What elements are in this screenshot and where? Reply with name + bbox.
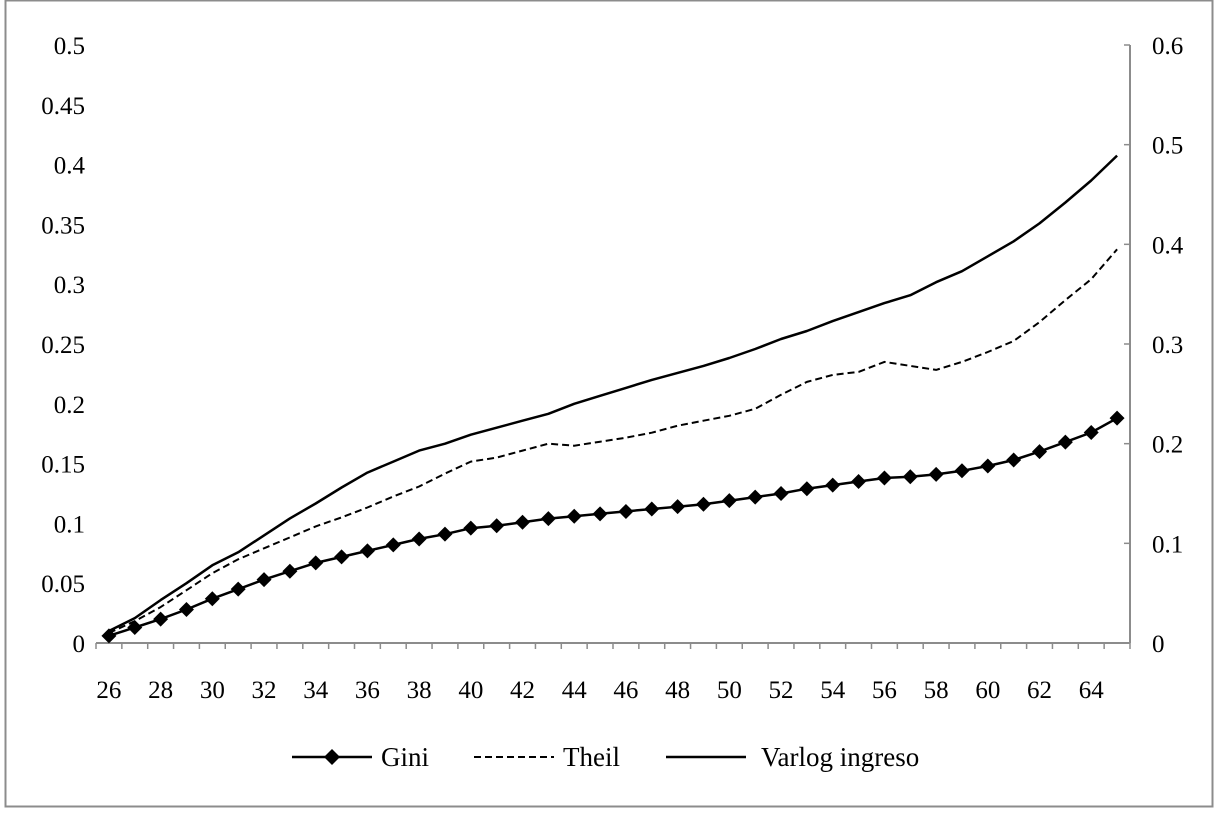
- x-tick-label: 48: [665, 677, 690, 704]
- x-tick-label: 42: [510, 677, 535, 704]
- x-tick-label: 30: [200, 677, 225, 704]
- series-line: [108, 154, 1118, 633]
- x-tick-label: 62: [1027, 677, 1052, 704]
- x-tick-label: 38: [407, 677, 432, 704]
- legend-label: Gini: [381, 742, 429, 772]
- data-point-marker: [644, 501, 660, 517]
- right-y-tick-label: 0.5: [1152, 133, 1183, 160]
- axes: 26 28 30 32 34 36 38 40 42 44 46 48 50 52 54 56 58 60 62 64…: [41, 33, 1184, 704]
- left-y-tick-label: 0.5: [54, 33, 85, 60]
- series-line: [108, 248, 1118, 634]
- data-point-marker: [799, 481, 815, 497]
- data-point-marker: [230, 581, 246, 597]
- data-point-marker: [670, 499, 686, 515]
- x-tick-label: 50: [717, 677, 742, 704]
- legend-item-theil: Theil: [474, 742, 620, 772]
- data-point-marker: [153, 611, 169, 627]
- data-point-marker: [1109, 410, 1125, 426]
- x-tick-label: 32: [252, 677, 277, 704]
- series-layer: [101, 154, 1125, 644]
- data-point-marker: [411, 531, 427, 547]
- legend-item-varlog-ingreso: Varlog ingreso: [666, 742, 919, 772]
- left-y-tick-label: 0.05: [41, 571, 85, 598]
- data-point-marker: [127, 619, 143, 635]
- left-y-tick-label: 0.15: [41, 452, 85, 479]
- x-tick-label: 40: [458, 677, 483, 704]
- x-tick-label: 58: [924, 677, 949, 704]
- data-point-marker: [721, 493, 737, 509]
- data-point-marker: [1006, 452, 1022, 468]
- x-tick-label: 36: [355, 677, 380, 704]
- right-y-tick-label: 0.3: [1152, 332, 1183, 359]
- legend-label: Theil: [563, 742, 620, 772]
- data-point-marker: [851, 474, 867, 490]
- data-point-marker: [515, 514, 531, 530]
- data-point-marker: [1057, 434, 1073, 450]
- data-point-marker: [928, 466, 944, 482]
- data-point-marker: [902, 469, 918, 485]
- data-point-marker: [1083, 425, 1099, 441]
- x-tick-label: 26: [96, 677, 121, 704]
- data-point-marker: [566, 508, 582, 524]
- chart-border: [4, 0, 1214, 808]
- data-point-marker: [489, 518, 505, 534]
- data-point-marker: [592, 506, 608, 522]
- data-point-marker: [540, 511, 556, 527]
- series-theil: [108, 248, 1118, 634]
- legend-marker: [324, 749, 340, 765]
- x-tick-label: 54: [820, 677, 846, 704]
- data-point-marker: [747, 489, 763, 505]
- data-point-marker: [359, 543, 375, 559]
- data-point-marker: [334, 549, 350, 565]
- data-point-marker: [282, 563, 298, 579]
- legend-label: Varlog ingreso: [761, 742, 919, 772]
- data-point-marker: [1032, 444, 1048, 460]
- right-y-tick-label: 0: [1152, 631, 1165, 658]
- x-tick-label: 64: [1079, 677, 1105, 704]
- data-point-marker: [463, 520, 479, 536]
- series-gini: [101, 410, 1125, 644]
- data-point-marker: [954, 463, 970, 479]
- x-tick-label: 60: [975, 677, 1000, 704]
- right-y-tick-label: 0.2: [1152, 432, 1183, 459]
- x-tick-label: 44: [562, 677, 588, 704]
- series-varlog-ingreso: [108, 154, 1118, 633]
- x-tick-label: 46: [613, 677, 638, 704]
- data-point-marker: [773, 486, 789, 501]
- left-y-tick-label: 0.45: [41, 93, 85, 120]
- series-line: [108, 417, 1118, 637]
- data-point-marker: [876, 470, 892, 486]
- data-point-marker: [695, 496, 711, 512]
- x-tick-label: 56: [872, 677, 897, 704]
- x-tick-label: 28: [148, 677, 173, 704]
- left-y-tick-label: 0.4: [54, 153, 86, 180]
- data-point-marker: [980, 458, 996, 474]
- data-point-marker: [825, 477, 841, 493]
- left-y-tick-label: 0.1: [54, 511, 85, 538]
- left-y-tick-label: 0.35: [41, 212, 85, 239]
- data-point-marker: [618, 503, 634, 519]
- legend: Gini Theil Varlog ingreso: [292, 742, 919, 772]
- left-y-tick-label: 0: [73, 631, 86, 658]
- data-point-marker: [437, 526, 453, 542]
- right-y-tick-label: 0.1: [1152, 531, 1183, 558]
- x-tick-label: 34: [303, 677, 329, 704]
- legend-item-gini: Gini: [292, 742, 429, 772]
- left-y-tick-label: 0.2: [54, 392, 85, 419]
- data-point-marker: [308, 555, 324, 571]
- data-point-marker: [385, 537, 401, 553]
- x-tick-label: 52: [769, 677, 794, 704]
- data-point-marker: [256, 572, 272, 588]
- left-y-tick-label: 0.25: [41, 332, 85, 359]
- data-point-marker: [178, 602, 194, 618]
- right-y-tick-label: 0.6: [1152, 33, 1183, 60]
- right-y-tick-label: 0.4: [1152, 232, 1184, 259]
- data-point-marker: [204, 591, 220, 607]
- left-y-tick-label: 0.3: [54, 272, 85, 299]
